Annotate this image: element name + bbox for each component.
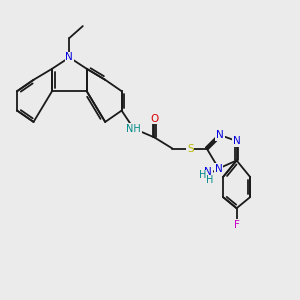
- Text: NH: NH: [126, 124, 141, 134]
- Text: N: N: [204, 167, 212, 176]
- Text: O: O: [150, 114, 159, 124]
- Text: F: F: [234, 220, 239, 230]
- Text: H: H: [199, 170, 206, 180]
- Text: S: S: [187, 143, 194, 154]
- Text: H: H: [206, 176, 213, 185]
- Text: N: N: [233, 136, 241, 146]
- Text: N: N: [215, 164, 223, 173]
- Text: N: N: [216, 130, 224, 140]
- Text: N: N: [65, 52, 73, 62]
